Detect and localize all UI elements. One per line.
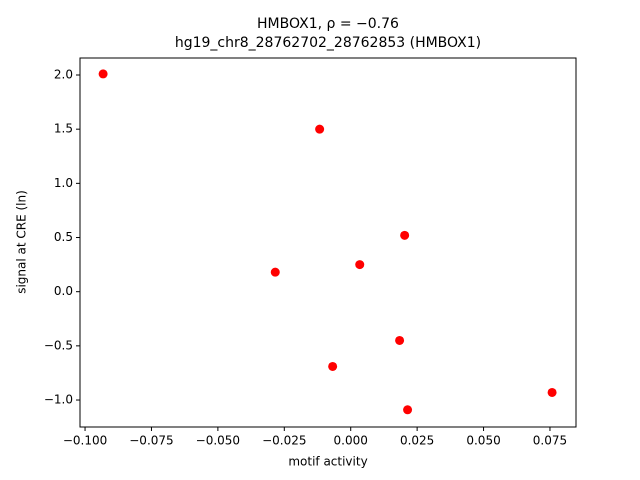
point <box>315 124 325 134</box>
x-tick-label: −0.100 <box>63 434 107 448</box>
x-tick-label: −0.025 <box>262 434 306 448</box>
y-tick-label: −0.5 <box>44 338 73 352</box>
point <box>547 387 557 397</box>
x-tick-label: 0.025 <box>400 434 434 448</box>
chart-title: HMBOX1, ρ = −0.76 <box>257 16 399 32</box>
point <box>395 335 405 345</box>
point <box>355 260 365 270</box>
x-tick-label: 0.000 <box>334 434 368 448</box>
y-tick-label: 2.0 <box>54 68 73 82</box>
point <box>98 69 108 79</box>
x-tick-label: −0.050 <box>196 434 240 448</box>
point <box>328 361 338 371</box>
x-tick-label: 0.075 <box>533 434 567 448</box>
x-tick-label: 0.050 <box>466 434 500 448</box>
x-tick-label: −0.075 <box>129 434 173 448</box>
plot-frame <box>79 57 577 428</box>
x-axis-label: motif activity <box>288 455 367 469</box>
y-tick-label: 1.0 <box>54 176 73 190</box>
y-tick-label: 0.5 <box>54 230 73 244</box>
point <box>270 267 280 277</box>
chart-subtitle: hg19_chr8_28762702_28762853 (HMBOX1) <box>175 35 481 51</box>
point <box>403 405 413 415</box>
y-axis-label: signal at CRE (ln) <box>15 190 29 294</box>
y-tick-label: 0.0 <box>54 284 73 298</box>
point <box>400 230 410 240</box>
y-tick-label: −1.0 <box>44 393 73 407</box>
y-tick-label: 1.5 <box>54 122 73 136</box>
